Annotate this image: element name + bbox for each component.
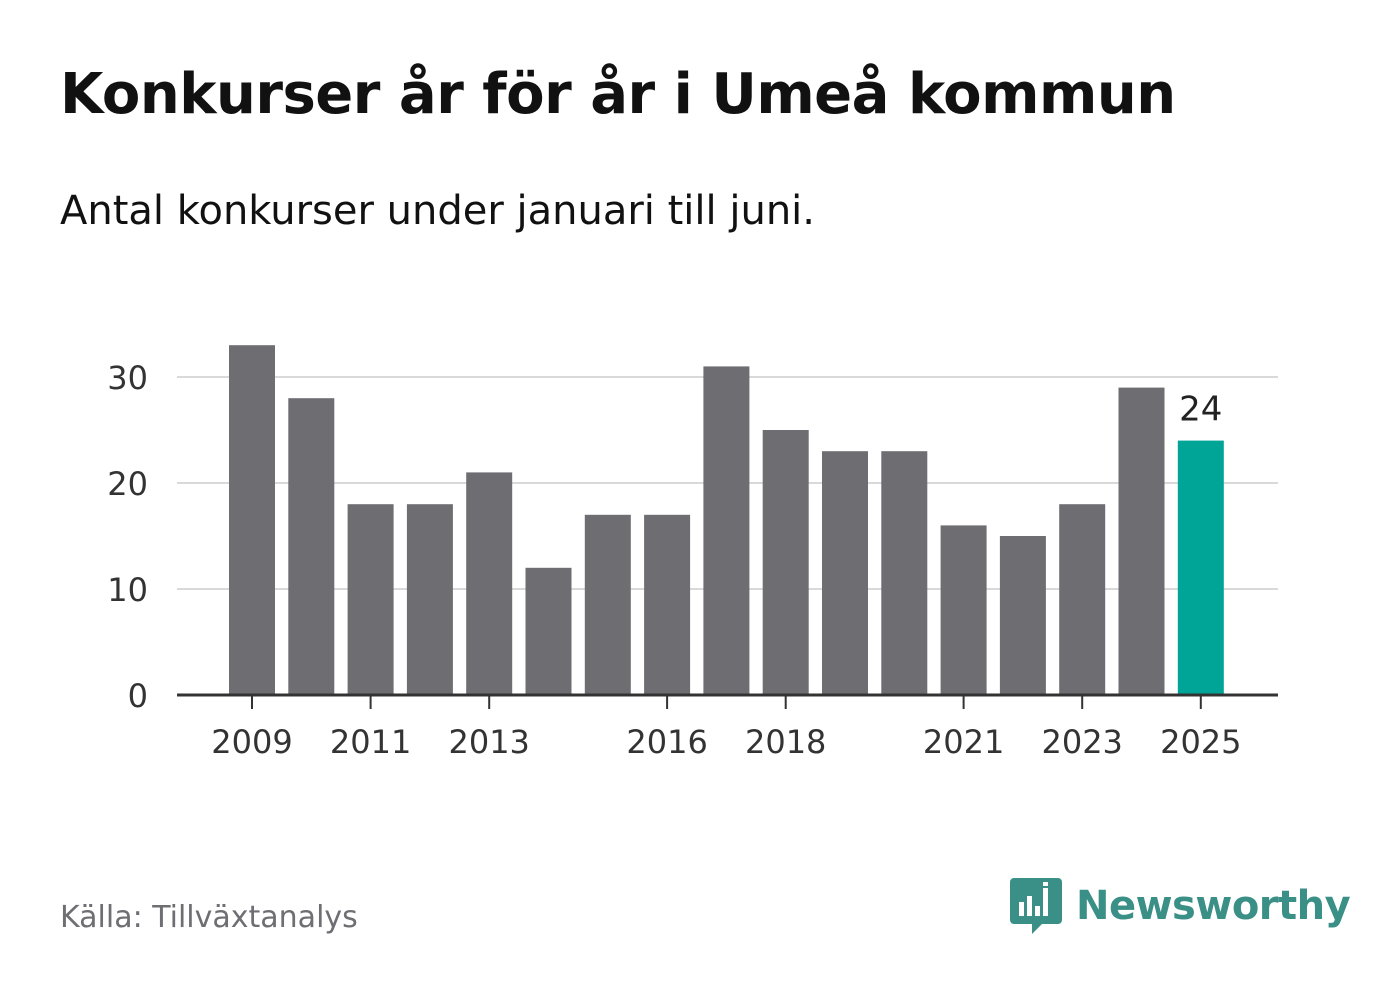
bar-2023	[1059, 504, 1106, 695]
chart-title: Konkurser år för år i Umeå kommun	[60, 62, 1176, 127]
bar-2025	[1177, 440, 1224, 695]
bar-2016	[644, 514, 691, 695]
x-tick-label: 2021	[923, 723, 1004, 761]
x-tick-label: 2016	[626, 723, 707, 761]
brand-name: Newsworthy	[1076, 883, 1351, 929]
bar-2017	[703, 366, 750, 695]
bar-2013	[466, 472, 513, 695]
bar-2014	[525, 567, 572, 695]
bar-2019	[822, 451, 868, 695]
x-tick-label: 2025	[1160, 723, 1241, 761]
newsworthy-logo: Newsworthy	[1010, 876, 1351, 936]
bar-2018	[762, 430, 809, 695]
value-label-2025: 24	[1179, 390, 1222, 430]
bar-2011	[347, 504, 394, 695]
x-tick-label: 2013	[448, 723, 529, 761]
bar-2012	[406, 504, 453, 695]
x-tick-label: 2009	[211, 723, 292, 761]
y-tick-label: 20	[107, 465, 148, 503]
chart-subtitle: Antal konkurser under januari till juni.	[60, 188, 815, 234]
bar-2009	[229, 345, 275, 695]
bar-2015	[584, 514, 631, 695]
bar-2024	[1118, 387, 1165, 695]
x-tick-label: 2011	[330, 723, 411, 761]
y-tick-label: 0	[128, 677, 148, 715]
bar-chart: 0 10 20 30 24 2009 2011 2013 2016 2018 2021 2023 202…	[107, 345, 1278, 761]
x-tick-label: 2018	[745, 723, 826, 761]
y-tick-label: 30	[107, 359, 148, 397]
bar-2022	[999, 536, 1046, 695]
bar-2020	[881, 451, 928, 695]
newsworthy-logo-icon	[1010, 878, 1062, 934]
source-note: Källa: Tillväxtanalys	[60, 900, 358, 935]
x-tick-label: 2023	[1041, 723, 1122, 761]
bar-2021	[940, 525, 987, 695]
bar-2010	[288, 398, 335, 695]
y-tick-label: 10	[107, 571, 148, 609]
